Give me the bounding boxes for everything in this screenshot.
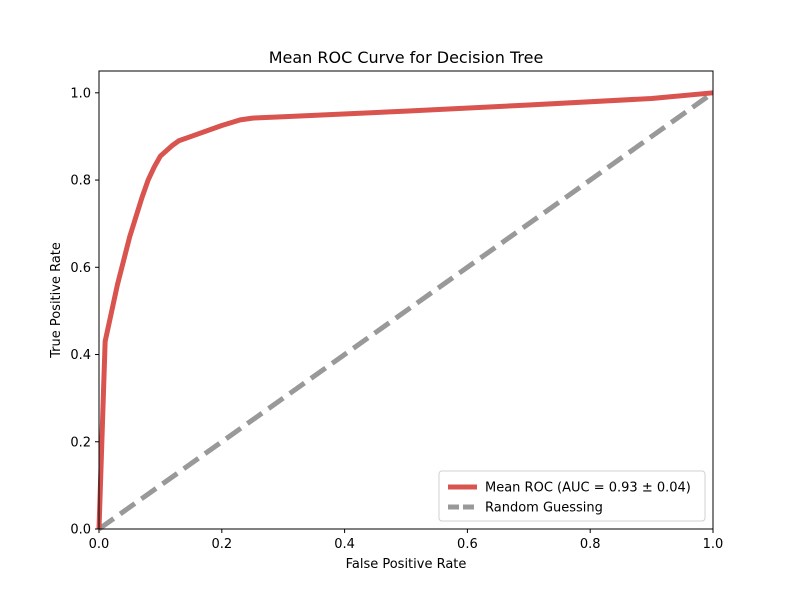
x-tick-label-1: 0.2: [211, 537, 232, 552]
x-axis-label: False Positive Rate: [346, 557, 467, 572]
y-tick-label-5: 1.0: [70, 86, 91, 101]
series-line-0: [96, 90, 714, 530]
x-tick-label-0: 0.0: [89, 537, 110, 552]
legend: Mean ROC (AUC = 0.93 ± 0.04) Random Guess…: [438, 470, 706, 522]
x-tick-label-2: 0.4: [334, 537, 355, 552]
y-tick-label-0: 0.0: [70, 523, 91, 538]
y-axis-ticks: 0.0 0.2 0.4 0.6 0.8 1.0: [70, 86, 99, 538]
y-tick-label-1: 0.2: [70, 435, 91, 450]
y-axis-label: True Positive Rate: [49, 242, 64, 359]
y-tick-label-2: 0.4: [70, 348, 91, 363]
x-tick-label-4: 0.8: [580, 537, 601, 552]
legend-label-0: Mean ROC (AUC = 0.93 ± 0.04): [485, 481, 691, 496]
chart-title: Mean ROC Curve for Decision Tree: [269, 48, 544, 67]
plot-frame: [98, 70, 714, 530]
x-tick-label-5: 1.0: [703, 537, 724, 552]
y-tick-label-4: 0.8: [70, 174, 91, 189]
x-tick-label-3: 0.6: [457, 537, 478, 552]
series-layer: [96, 90, 715, 532]
y-tick-label-3: 0.6: [70, 261, 91, 276]
legend-box: [438, 470, 706, 522]
series-line-1: [97, 90, 715, 532]
x-axis-ticks: 0.0 0.2 0.4 0.6 0.8 1.0: [89, 529, 724, 552]
legend-label-1: Random Guessing: [485, 501, 603, 516]
